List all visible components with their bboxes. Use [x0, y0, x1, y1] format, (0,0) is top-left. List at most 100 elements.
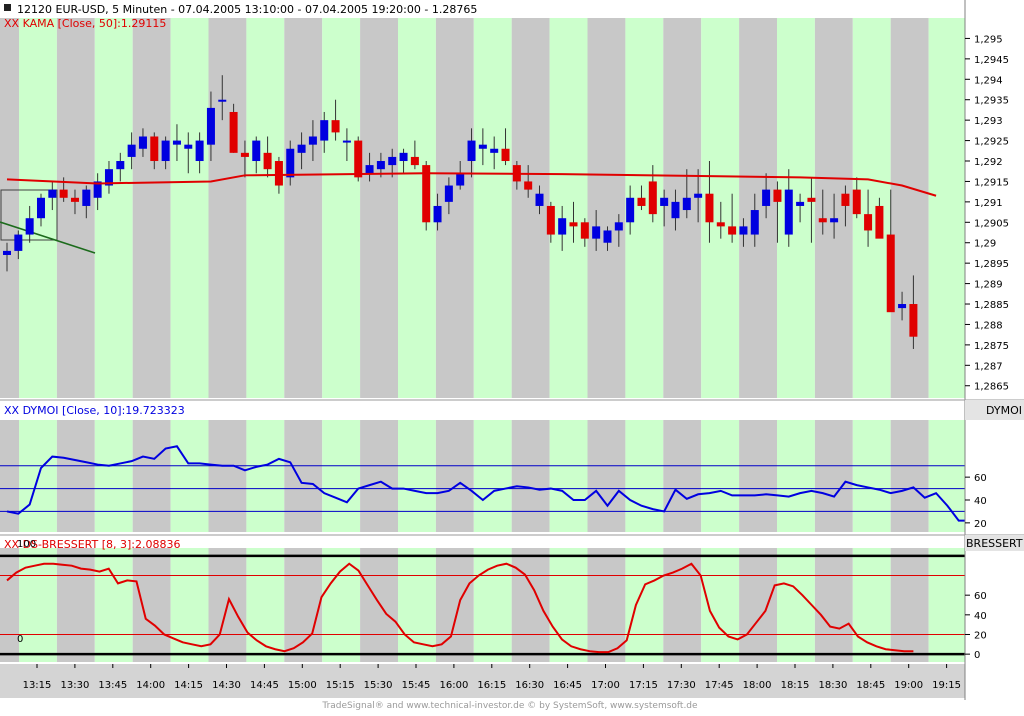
- candle-up: [320, 120, 329, 141]
- time-band: [777, 548, 815, 662]
- time-tick-label: 19:15: [932, 680, 961, 691]
- price-tick-label: 1,2945: [974, 55, 1009, 66]
- time-band: [360, 420, 398, 532]
- price-tick-label: 1,295: [974, 34, 1003, 45]
- candle-down: [864, 214, 873, 231]
- price-tick-label: 1,2875: [974, 341, 1009, 352]
- time-band: [56, 420, 95, 532]
- time-band: [56, 18, 95, 398]
- time-tick-label: 14:30: [212, 680, 241, 691]
- bressert-legend: XX DS-BRESSERT [8, 3]:2.08836: [4, 538, 180, 551]
- candle-up: [660, 197, 669, 206]
- price-tick-label: 1,2925: [974, 137, 1009, 148]
- candle-down: [331, 120, 340, 133]
- time-band: [663, 18, 702, 398]
- bressert-top-label: 100: [17, 539, 36, 550]
- trend-line: [0, 221, 96, 254]
- time-band: [511, 420, 550, 532]
- bressert-label-bg: [965, 535, 1024, 551]
- time-band: [246, 18, 285, 398]
- candle-down: [852, 189, 861, 215]
- candle-down: [150, 136, 159, 162]
- candle-up: [592, 226, 601, 239]
- time-tick-label: 15:15: [326, 680, 355, 691]
- time-tick-label: 16:00: [439, 680, 468, 691]
- time-band: [246, 420, 285, 532]
- time-band: [928, 420, 965, 532]
- candle-up: [388, 156, 397, 166]
- time-band: [0, 18, 19, 398]
- time-tick-label: 13:45: [98, 680, 127, 691]
- candle-up: [671, 201, 680, 219]
- dymoi-panel: [0, 445, 971, 522]
- candle-up: [830, 218, 839, 223]
- time-tick-label: 18:45: [856, 680, 885, 691]
- candle-up: [739, 226, 748, 235]
- price-tick-label: 1,2865: [974, 382, 1009, 393]
- time-band: [473, 548, 512, 662]
- kama-legend: XX KAMA [Close, 50]:1.29115: [4, 17, 166, 30]
- candle-down: [524, 181, 533, 190]
- candle-down: [886, 234, 895, 313]
- candle-up: [478, 144, 487, 149]
- price-tick-label: 1,289: [974, 280, 1003, 291]
- candle-up: [342, 140, 351, 143]
- dymoi-label-bg: [965, 400, 1024, 420]
- bressert-bottom-label: 0: [17, 634, 23, 645]
- candle-down: [637, 197, 646, 206]
- candle-up: [25, 218, 34, 235]
- time-band: [549, 420, 588, 532]
- price-panel: [0, 75, 937, 349]
- time-band: [322, 18, 361, 398]
- time-band: [435, 18, 474, 398]
- time-band: [890, 548, 929, 662]
- candle-up: [308, 136, 317, 145]
- candle-up: [218, 99, 227, 102]
- kama-line: [6, 172, 937, 197]
- chart-title: 12120 EUR-USD, 5 Minuten - 07.04.2005 13…: [17, 3, 477, 16]
- candle-up: [297, 144, 306, 153]
- candle-up: [116, 161, 125, 170]
- time-tick-label: 14:45: [250, 680, 279, 691]
- x-axis-bg: [0, 664, 965, 698]
- time-band: [0, 548, 19, 662]
- dymoi-line: [6, 445, 971, 522]
- candle-up: [376, 161, 385, 170]
- candle-up: [172, 140, 181, 145]
- time-tick-label: 14:00: [136, 680, 165, 691]
- time-tick-label: 17:15: [629, 680, 658, 691]
- candle-down: [546, 205, 555, 235]
- time-tick-label: 18:15: [781, 680, 810, 691]
- price-tick-label: 1,287: [974, 361, 1003, 372]
- time-band: [132, 548, 171, 662]
- time-bands: [0, 18, 965, 662]
- candle-down: [274, 161, 283, 186]
- candle-up: [14, 234, 23, 251]
- time-band: [360, 18, 398, 398]
- time-band: [435, 420, 474, 532]
- time-band: [587, 18, 626, 398]
- price-tick-label: 1,2895: [974, 259, 1009, 270]
- candle-up: [184, 144, 193, 149]
- time-tick-label: 15:00: [288, 680, 317, 691]
- candle-up: [286, 148, 295, 178]
- candle-up: [898, 304, 907, 309]
- time-band: [132, 18, 171, 398]
- time-band: [928, 18, 965, 398]
- time-band: [928, 548, 965, 662]
- time-band: [284, 420, 323, 532]
- candle-down: [70, 197, 79, 202]
- price-tick-label: 1,2935: [974, 96, 1009, 107]
- candle-up: [762, 189, 771, 206]
- time-band: [890, 18, 929, 398]
- time-band: [0, 420, 19, 532]
- candle-down: [354, 140, 363, 178]
- candle-up: [365, 165, 374, 174]
- dymoi-legend: XX DYMOI [Close, 10]:19.723323: [4, 404, 185, 417]
- dymoi-tick-label: 60: [974, 473, 987, 484]
- bressert-tick-label: 40: [974, 611, 987, 622]
- candle-down: [422, 165, 431, 223]
- candle-down: [807, 197, 816, 202]
- time-band: [852, 420, 891, 532]
- time-tick-label: 13:30: [60, 680, 89, 691]
